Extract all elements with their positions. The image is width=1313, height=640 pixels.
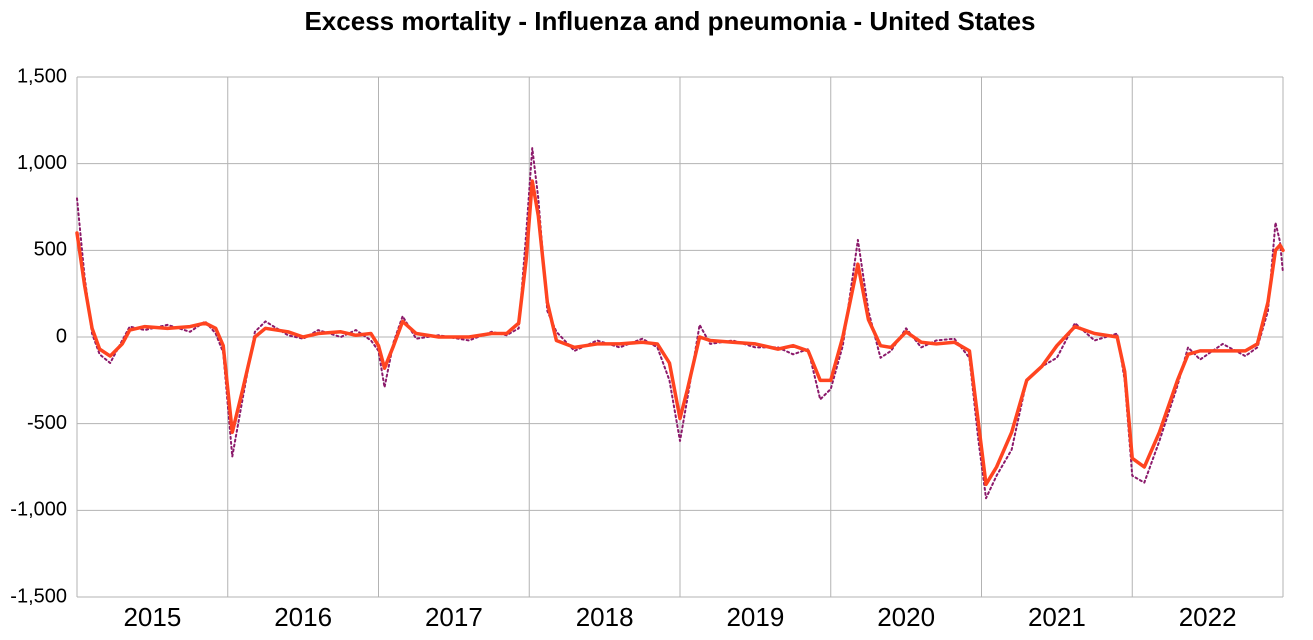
y-tick-label: -500 bbox=[27, 412, 67, 434]
x-tick-label: 2022 bbox=[1179, 602, 1237, 632]
y-tick-label: 500 bbox=[34, 239, 67, 261]
series-line bbox=[75, 179, 1285, 487]
y-tick-label: 1,000 bbox=[17, 152, 67, 174]
y-tick-label: -1,000 bbox=[10, 499, 67, 521]
x-tick-label: 2018 bbox=[576, 602, 634, 632]
y-tick-label: -1,500 bbox=[10, 585, 67, 607]
chart-title: Excess mortality - Influenza and pneumon… bbox=[304, 6, 1035, 36]
y-tick-label: 0 bbox=[56, 325, 67, 347]
x-tick-label: 2017 bbox=[425, 602, 483, 632]
x-tick-label: 2019 bbox=[726, 602, 784, 632]
x-tick-label: 2016 bbox=[274, 602, 332, 632]
x-tick-label: 2021 bbox=[1028, 602, 1086, 632]
x-tick-label: 2020 bbox=[877, 602, 935, 632]
y-tick-label: 1,500 bbox=[17, 65, 67, 87]
x-tick-label: 2015 bbox=[123, 602, 181, 632]
